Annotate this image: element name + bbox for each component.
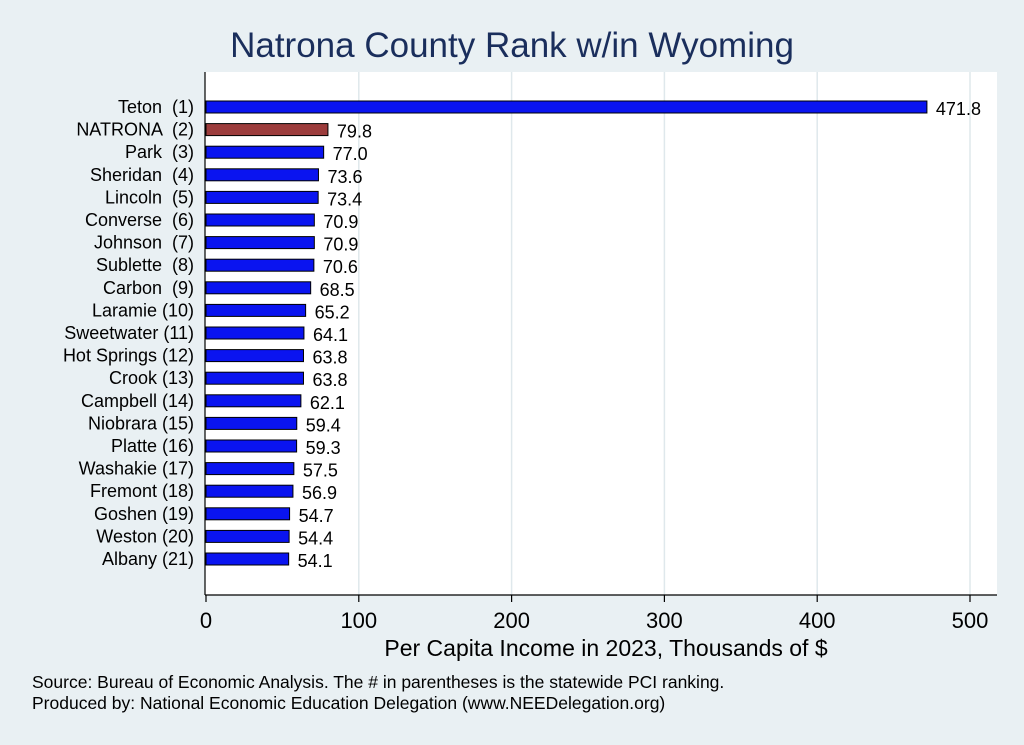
bar: [205, 145, 325, 159]
category-label: Sublette (8): [96, 255, 194, 275]
bar: [205, 529, 290, 543]
producer-line: Produced by: National Economic Education…: [32, 693, 666, 713]
bar: [205, 100, 928, 114]
value-label: 65.2: [315, 302, 350, 322]
category-label: Laramie (10): [92, 300, 194, 320]
category-label: Park (3): [125, 142, 194, 162]
bar: [205, 236, 315, 250]
category-label: Sheridan (4): [90, 165, 194, 185]
value-labels: 471.879.877.073.673.470.970.970.668.565.…: [298, 99, 981, 571]
category-label: Platte (16): [111, 436, 194, 456]
value-label: 59.3: [306, 438, 341, 458]
category-label: Crook (13): [109, 368, 194, 388]
bar: [205, 349, 304, 363]
bar: [205, 484, 294, 498]
category-label: Carbon (9): [103, 278, 194, 298]
value-label: 54.4: [298, 528, 333, 548]
bar: [205, 123, 329, 137]
value-label: 471.8: [936, 99, 981, 119]
value-label: 68.5: [320, 280, 355, 300]
grid-lines: [358, 72, 971, 595]
category-labels: Teton (1) NATRONA (2)Park (3) Sheridan (4)…: [63, 97, 194, 569]
category-label: Niobrara (15): [88, 413, 194, 433]
x-axis-title: Per Capita Income in 2023, Thousands of …: [384, 635, 827, 661]
category-label: Converse (6): [85, 210, 194, 230]
value-label: 56.9: [302, 483, 337, 503]
x-tick-label: 500: [952, 608, 989, 633]
category-label: Campbell (14): [81, 391, 194, 411]
category-label: Teton (1): [118, 97, 194, 117]
x-tick-label: 200: [493, 608, 530, 633]
value-label: 70.6: [323, 257, 358, 277]
value-label: 63.8: [312, 370, 347, 390]
source-note: Source: Bureau of Economic Analysis. The…: [32, 672, 724, 714]
category-label: Fremont (18): [90, 481, 194, 501]
bar: [205, 281, 312, 295]
category-label: Weston (20): [96, 526, 194, 546]
value-label: 70.9: [323, 235, 358, 255]
category-label: Johnson (7): [94, 233, 194, 253]
chart-title: Natrona County Rank w/in Wyoming: [230, 26, 794, 65]
value-label: 77.0: [333, 144, 368, 164]
bar: [205, 326, 305, 340]
bar: [205, 507, 291, 521]
value-label: 70.9: [323, 212, 358, 232]
x-tick-label: 400: [799, 608, 836, 633]
bar: [205, 552, 290, 566]
x-axis-ticks: 0 100 200 300 400 500: [200, 595, 988, 633]
source-line: Source: Bureau of Economic Analysis. The…: [32, 672, 725, 692]
category-label: Albany (21): [102, 549, 194, 569]
value-label: 54.1: [298, 551, 333, 571]
bar: [205, 416, 298, 430]
value-label: 54.7: [299, 506, 334, 526]
bar: [205, 303, 307, 317]
value-label: 63.8: [312, 348, 347, 368]
value-label: 73.6: [327, 167, 362, 187]
value-label: 57.5: [303, 461, 338, 481]
bar: [205, 258, 315, 272]
bar: [205, 190, 319, 204]
value-label: 59.4: [306, 415, 341, 435]
category-label: Hot Springs (12): [63, 346, 194, 366]
x-tick-label: 300: [646, 608, 683, 633]
bar: [205, 394, 302, 408]
x-tick-label: 100: [340, 608, 377, 633]
category-label: Washakie (17): [79, 459, 194, 479]
bar: [205, 168, 319, 182]
bars: [205, 100, 928, 566]
bar: [205, 439, 298, 453]
bar: [205, 213, 315, 227]
bar: [205, 371, 304, 385]
category-label: Goshen (19): [94, 504, 194, 524]
category-label: Lincoln (5): [105, 187, 194, 207]
value-label: 64.1: [313, 325, 348, 345]
bar: [205, 462, 295, 476]
x-tick-label: 0: [200, 608, 212, 633]
category-label: NATRONA (2): [76, 120, 194, 140]
category-label: Sweetwater (11): [64, 323, 194, 343]
value-label: 62.1: [310, 393, 345, 413]
plot-area: [205, 72, 997, 595]
value-label: 73.4: [327, 189, 362, 209]
value-label: 79.8: [337, 122, 372, 142]
